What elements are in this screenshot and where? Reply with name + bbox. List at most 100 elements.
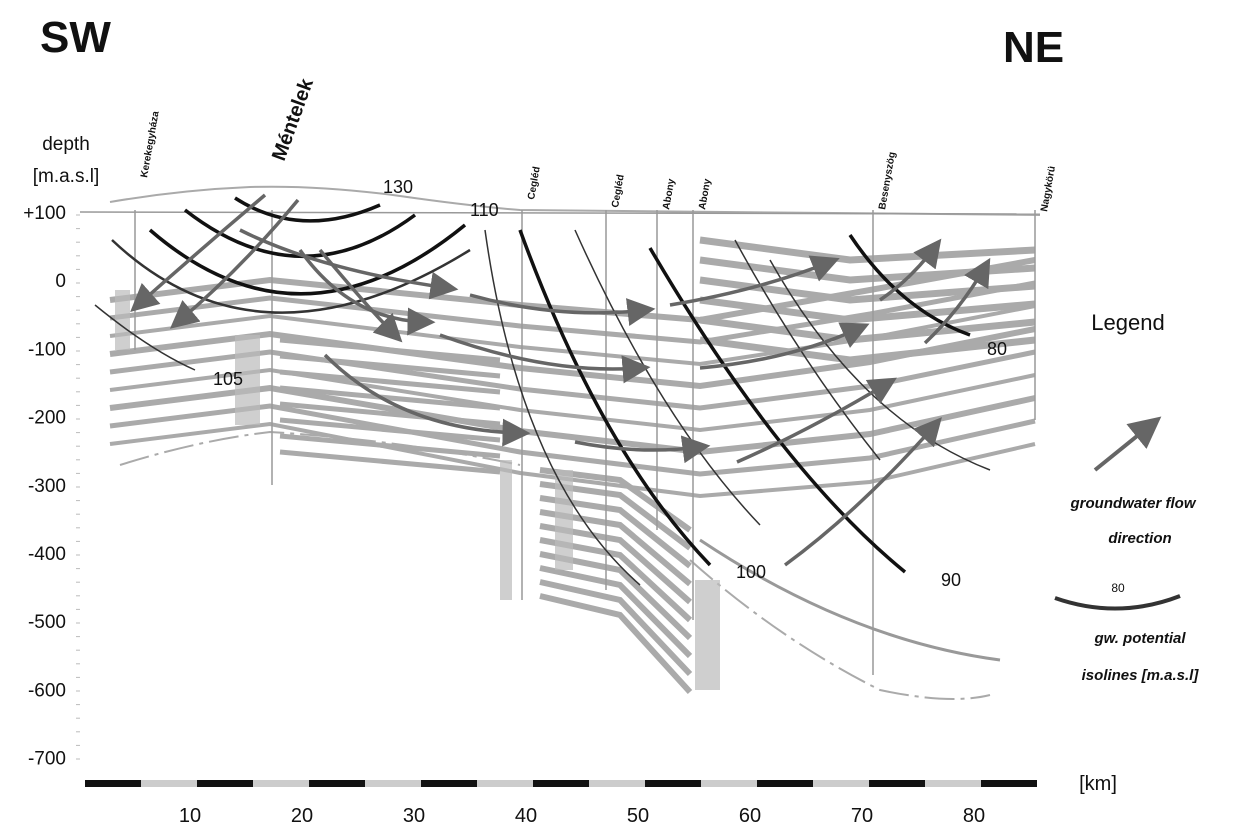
scale-bar (477, 780, 533, 787)
stratum (699, 336, 1036, 364)
flow-arrow (574, 435, 711, 464)
log (555, 470, 573, 570)
y-tick-label: 0 (55, 271, 66, 292)
stratum (279, 385, 501, 411)
scale-bar (197, 780, 253, 787)
stratum (279, 449, 501, 475)
scale-bar (309, 780, 365, 787)
y-tick-label: -100 (28, 339, 66, 360)
x-tick-label: 70 (851, 805, 873, 827)
stratum (279, 401, 501, 427)
well-name: Nagykörü (1039, 165, 1058, 212)
flow-arrow (783, 417, 942, 567)
log (235, 335, 260, 425)
x-tick-label: 40 (515, 805, 537, 827)
scale-bar (925, 780, 981, 787)
isoline (518, 229, 712, 567)
scale-bar (365, 780, 421, 787)
log (695, 580, 720, 690)
x-tick-label: 10 (179, 805, 201, 827)
flow-arrow (736, 377, 897, 464)
isoline-label: 80 (987, 339, 1007, 359)
y-tick-label: -500 (28, 612, 66, 633)
y-tick-label: -200 (28, 408, 66, 429)
stratum (109, 421, 1036, 499)
stratum (539, 579, 693, 677)
isoline (484, 229, 641, 586)
legend-text: gw. potential (1093, 630, 1186, 647)
scale-bar (253, 780, 309, 787)
scale-bar (701, 780, 757, 787)
stratum (109, 280, 1036, 345)
y-tick-label: -400 (28, 544, 66, 565)
scale-bar (85, 780, 141, 787)
direction-sw: SW (40, 13, 111, 62)
surface (109, 185, 1041, 216)
flow-arrow (439, 333, 651, 384)
flow-arrow (879, 238, 942, 302)
flow-arrow (169, 198, 300, 329)
isoline-label: 130 (383, 177, 413, 197)
legend-text: direction (1108, 530, 1171, 547)
scale-bar (589, 780, 645, 787)
well-name: Besenyszög (877, 151, 898, 210)
x-tick-label: 60 (739, 805, 761, 827)
stratum (279, 337, 501, 363)
x-tick-label: 50 (627, 805, 649, 827)
scale-bar (869, 780, 925, 787)
scale-bar (141, 780, 197, 787)
isoline (111, 239, 471, 314)
well-name: Abony (697, 178, 713, 211)
x-tick-label: 20 (291, 805, 313, 827)
scale-bar (533, 780, 589, 787)
flow-arrow (130, 193, 267, 312)
boundary (119, 430, 521, 466)
scale-bar (421, 780, 477, 787)
flow-arrow (923, 257, 991, 345)
legend-text: groundwater flow (1070, 495, 1197, 512)
isoline (574, 229, 761, 526)
legend-title: Legend (1091, 310, 1164, 335)
well-name: Cegléd (610, 174, 627, 209)
isoline-label: 90 (941, 570, 961, 590)
y-label: [m.a.s.l] (33, 166, 100, 187)
y-tick-label: -700 (28, 749, 66, 770)
x-tick-label: 80 (963, 805, 985, 827)
scale-bar (645, 780, 701, 787)
y-tick-label: +100 (23, 203, 66, 224)
isoline (648, 247, 907, 574)
y-label: depth (42, 134, 90, 155)
y-tick-label: -300 (28, 476, 66, 497)
datum (79, 211, 1041, 215)
flow-and-isolines (94, 193, 991, 586)
stratum (539, 565, 693, 659)
flow-arrow (298, 248, 436, 336)
well-name: Abony (661, 178, 677, 211)
stratum (279, 417, 501, 443)
x-unit: [km] (1079, 773, 1117, 795)
scale-bar (813, 780, 869, 787)
direction-ne: NE (1003, 23, 1064, 72)
flow-arrow (469, 293, 656, 326)
flow-arrow (699, 322, 870, 370)
isoline-label: 100 (736, 562, 766, 582)
boundary (689, 559, 991, 700)
legend-isoline (1054, 594, 1181, 611)
stratum (539, 593, 693, 695)
stratum (699, 236, 1036, 264)
log (500, 460, 512, 600)
legend-text: isolines [m.a.s.l] (1082, 667, 1200, 684)
isoline (848, 234, 971, 337)
isoline-label: 105 (213, 369, 243, 389)
stratum (279, 353, 501, 379)
stratum (699, 296, 1036, 324)
flow-arrow (323, 353, 531, 447)
well-name: Cegléd (526, 166, 543, 201)
scale-bar (981, 780, 1037, 787)
isoline (94, 304, 196, 371)
scale-bar (757, 780, 813, 787)
legend-text: 80 (1111, 581, 1125, 595)
x-tick-label: 30 (403, 805, 425, 827)
log (115, 290, 130, 350)
